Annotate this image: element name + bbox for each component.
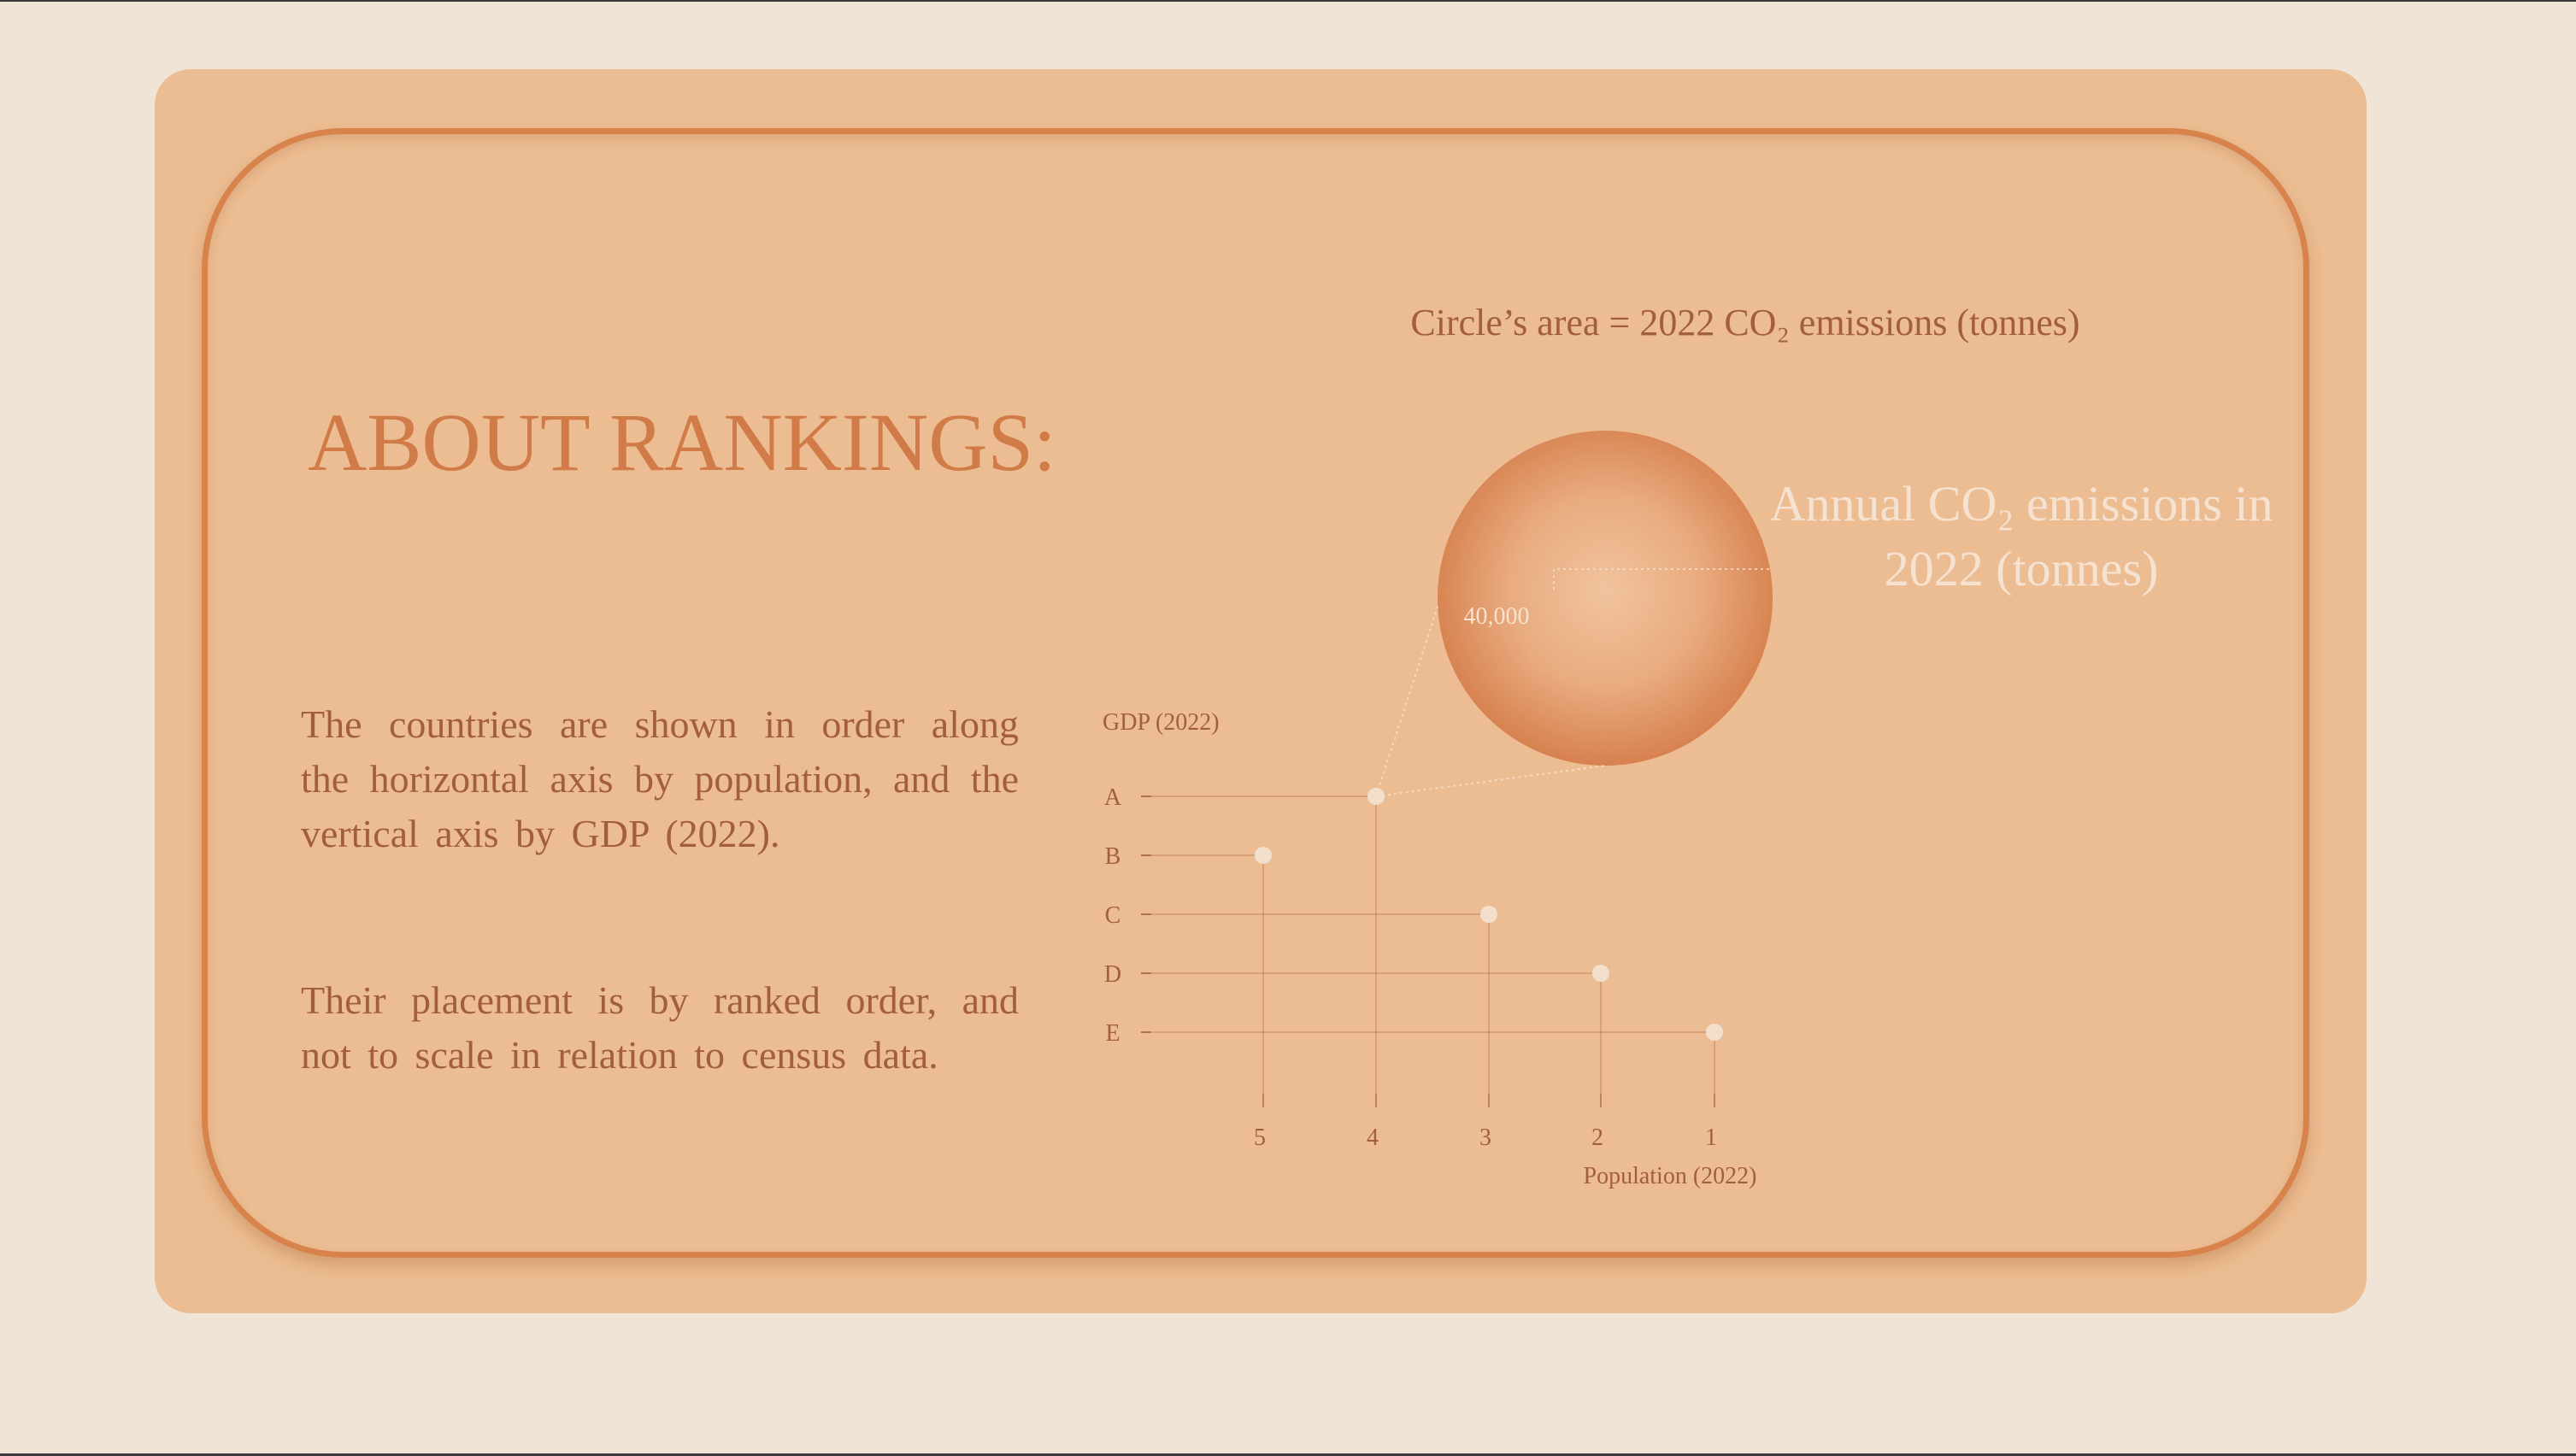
bubble-caption: Annual CO₂ emissions in 2022 (tonnes) [1769,476,2273,596]
slide-frame [202,128,2309,1258]
top-rule [0,0,2576,2]
y-tick-label: A [1104,784,1122,811]
paragraph-placement: Their placement is by ranked order, and … [301,978,1019,1077]
bubble-caption-box: Annual CO₂ emissions in 2022 (tonnes) [1769,476,2273,596]
x-tick-label: 4 [1367,1124,1379,1151]
x-tick-label: 3 [1479,1124,1491,1151]
y-axis-title: GDP (2022) [1103,709,1220,736]
x-tick-label: 2 [1591,1124,1603,1151]
data-point [1255,847,1272,864]
x-tick-label: 1 [1705,1124,1717,1151]
y-tick-label: D [1104,961,1121,988]
slide-panel [155,69,2367,1313]
leader-line [1553,568,1769,590]
x-tick-label: 5 [1254,1124,1266,1151]
y-tick-label: B [1105,843,1121,870]
paragraph-axes: The countries are shown in order along t… [301,702,1019,855]
legend-title: Circle’s area = 2022 CO₂ emissions (tonn… [1410,302,2079,343]
bottom-rule [0,1453,2576,1456]
co2-bubble [1438,431,1773,766]
y-tick-label: E [1105,1020,1120,1047]
bubble-value-label: 40,000 [1464,603,1530,630]
data-point [1480,906,1497,923]
data-point [1592,965,1609,982]
data-point [1367,788,1385,805]
y-tick-label: C [1105,902,1121,929]
chart-layer: A B C D E 5 4 3 2 1 [1104,784,1723,1151]
x-axis-title: Population (2022) [1584,1163,1757,1189]
bubble-connector-left [1375,606,1438,797]
data-point [1706,1024,1723,1041]
page-title: ABOUT RANKINGS: [308,396,1056,488]
bubble-connector-bottom [1375,765,1606,797]
